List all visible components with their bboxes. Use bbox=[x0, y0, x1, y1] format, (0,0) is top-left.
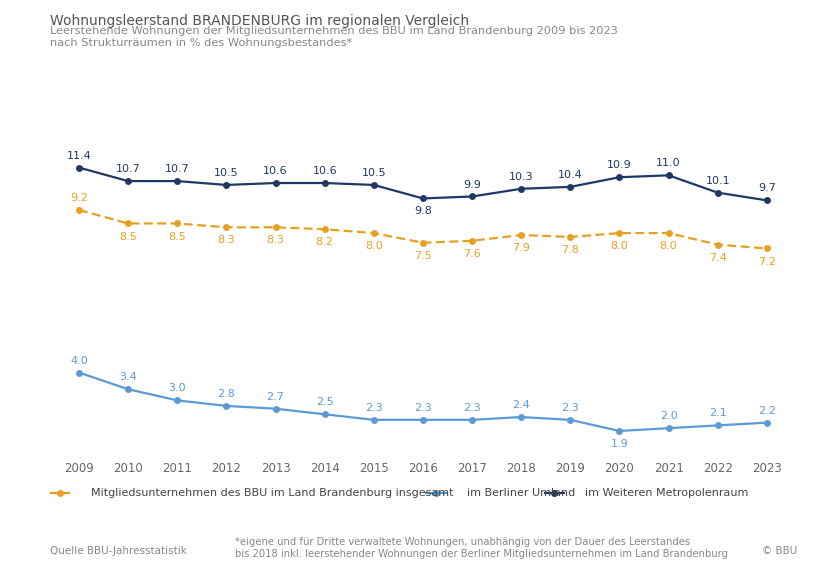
Text: 2.7: 2.7 bbox=[267, 392, 284, 402]
Text: 4.0: 4.0 bbox=[70, 356, 88, 365]
Text: 9.2: 9.2 bbox=[70, 193, 88, 203]
Text: © BBU: © BBU bbox=[762, 546, 797, 556]
Text: 9.8: 9.8 bbox=[414, 206, 432, 217]
Text: bis 2018 inkl. leerstehender Wohnungen der Berliner Mitgliedsunternehmen im Land: bis 2018 inkl. leerstehender Wohnungen d… bbox=[235, 549, 729, 560]
Text: 3.4: 3.4 bbox=[119, 372, 137, 382]
Text: nach Strukturräumen in % des Wohnungsbestandes*: nach Strukturräumen in % des Wohnungsbes… bbox=[50, 38, 352, 48]
Text: 10.3: 10.3 bbox=[509, 172, 534, 182]
Text: 8.5: 8.5 bbox=[169, 231, 186, 242]
Text: 7.9: 7.9 bbox=[512, 243, 530, 253]
Text: 10.7: 10.7 bbox=[116, 164, 140, 174]
Text: 7.5: 7.5 bbox=[414, 251, 432, 260]
Text: Wohnungsleerstand BRANDENBURG im regionalen Vergleich: Wohnungsleerstand BRANDENBURG im regiona… bbox=[50, 14, 468, 28]
Text: Leerstehende Wohnungen der Mitgliedsunternehmen des BBU im Land Brandenburg 2009: Leerstehende Wohnungen der Mitgliedsunte… bbox=[50, 26, 617, 36]
Text: 8.3: 8.3 bbox=[267, 235, 284, 245]
Text: Mitgliedsunternehmen des BBU im Land Brandenburg insgesamt: Mitgliedsunternehmen des BBU im Land Bra… bbox=[91, 488, 453, 498]
Text: 11.4: 11.4 bbox=[67, 150, 92, 161]
Text: 8.0: 8.0 bbox=[610, 241, 629, 251]
Text: 2.5: 2.5 bbox=[316, 397, 334, 408]
Text: 9.7: 9.7 bbox=[758, 184, 776, 193]
Text: 2.2: 2.2 bbox=[758, 406, 776, 416]
Text: 10.1: 10.1 bbox=[705, 176, 730, 186]
Text: 10.5: 10.5 bbox=[214, 168, 239, 178]
Text: Quelle BBU-Jahresstatistik: Quelle BBU-Jahresstatistik bbox=[50, 546, 187, 556]
Text: im Berliner Umland: im Berliner Umland bbox=[467, 488, 575, 498]
Text: 10.9: 10.9 bbox=[607, 160, 632, 170]
Text: 9.9: 9.9 bbox=[463, 180, 481, 190]
Text: 2.3: 2.3 bbox=[365, 403, 382, 413]
Text: 10.7: 10.7 bbox=[165, 164, 190, 174]
Text: 3.0: 3.0 bbox=[169, 384, 186, 393]
Text: 8.3: 8.3 bbox=[217, 235, 235, 245]
Text: 8.0: 8.0 bbox=[660, 241, 677, 251]
Text: 2.3: 2.3 bbox=[463, 403, 481, 413]
Text: 11.0: 11.0 bbox=[657, 158, 681, 168]
Text: 2.8: 2.8 bbox=[217, 389, 235, 399]
Text: 10.6: 10.6 bbox=[312, 166, 337, 176]
Text: 8.5: 8.5 bbox=[119, 231, 137, 242]
Text: 8.0: 8.0 bbox=[365, 241, 382, 251]
Text: 2.1: 2.1 bbox=[709, 409, 727, 418]
Text: 8.2: 8.2 bbox=[316, 237, 334, 247]
Text: 10.4: 10.4 bbox=[558, 170, 582, 180]
Text: 7.2: 7.2 bbox=[758, 256, 776, 267]
Text: 7.6: 7.6 bbox=[463, 249, 481, 259]
Text: 10.5: 10.5 bbox=[362, 168, 386, 178]
Text: 1.9: 1.9 bbox=[610, 439, 629, 449]
Text: 7.8: 7.8 bbox=[562, 245, 579, 255]
Text: 7.4: 7.4 bbox=[709, 253, 727, 263]
Text: im Weiteren Metropolenraum: im Weiteren Metropolenraum bbox=[585, 488, 748, 498]
Text: 2.3: 2.3 bbox=[562, 403, 579, 413]
Text: 10.6: 10.6 bbox=[263, 166, 288, 176]
Text: *eigene und für Dritte verwaltete Wohnungen, unabhängig von der Dauer des Leerst: *eigene und für Dritte verwaltete Wohnun… bbox=[235, 537, 691, 547]
Text: 2.0: 2.0 bbox=[660, 411, 677, 421]
Text: 2.3: 2.3 bbox=[414, 403, 432, 413]
Text: 2.4: 2.4 bbox=[512, 400, 530, 410]
